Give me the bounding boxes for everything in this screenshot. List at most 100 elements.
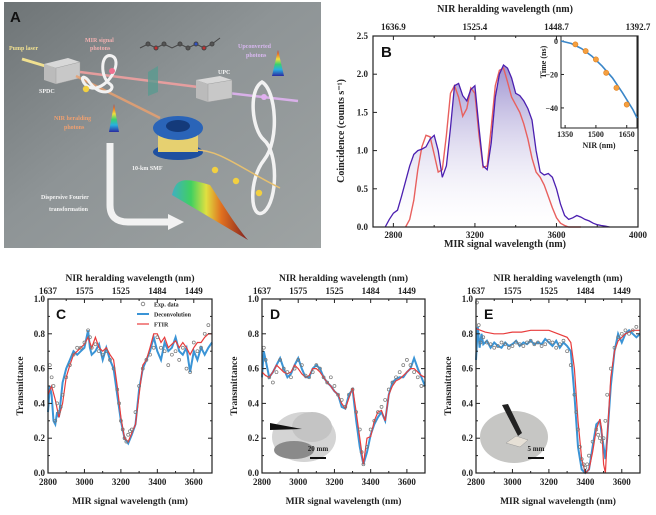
exp-data-point — [57, 410, 61, 414]
exp-data-point — [144, 358, 149, 362]
x-tick-label: 4000 — [629, 230, 648, 240]
exp-data-point — [93, 342, 98, 347]
top-x-tick-label: 1525.4 — [463, 22, 488, 32]
exp-data-point — [616, 335, 620, 340]
label-upc: UPC — [218, 70, 230, 76]
y-tick-label: 0.4 — [462, 398, 474, 408]
panel-b-frame — [372, 35, 639, 228]
exp-data-point — [401, 363, 406, 367]
exp-data-point — [78, 345, 83, 350]
exp-data-point — [328, 375, 333, 380]
exp-data-point — [550, 340, 555, 345]
x-tick-label: 3000 — [289, 477, 308, 487]
exp-data-point — [339, 398, 344, 402]
exp-data-point — [581, 462, 586, 467]
exp-data-point — [601, 436, 606, 441]
exp-data-point — [82, 340, 87, 345]
exp-data-point — [202, 331, 207, 336]
panel-c-chart: 2800 3000 3200 3400 3600 1637 1575 1525 1484 1449… — [16, 273, 213, 507]
exp-data-point — [108, 358, 112, 362]
x-tick-label: 3400 — [148, 477, 167, 487]
x-tick-label: 2800 — [384, 230, 403, 240]
legend-label-ftir: FTIR — [154, 323, 169, 329]
exp-data-point — [517, 342, 522, 347]
top-x-tick-label: 1575 — [75, 286, 94, 296]
exp-data-point — [383, 398, 388, 402]
top-x-tick-label: 1448.7 — [544, 22, 569, 32]
sample-photo-inset: 20 mm — [270, 412, 336, 462]
exp-data-point — [547, 338, 551, 343]
dft-arrowhead — [168, 214, 184, 230]
signal-photon-dot — [109, 68, 115, 74]
legend-label-deconvolution: Deconvolution — [154, 313, 192, 319]
scale-bar-label: 5 mm — [528, 445, 545, 453]
exp-data-point — [412, 370, 416, 374]
exp-data-point — [285, 370, 290, 374]
panel-b-x-axis-label: MIR signal wavelength (nm) — [444, 239, 566, 250]
label-nir-heralding-2: photons — [64, 125, 85, 131]
label-mir-signal-1: MIR signal — [85, 38, 114, 44]
exp-data-point — [521, 344, 526, 348]
legend-marker-exp — [140, 301, 146, 307]
x-tick-label: 3200 — [325, 477, 344, 487]
fiber-spool-icon — [153, 116, 203, 160]
exp-data-point — [75, 345, 80, 350]
exp-data-point — [372, 418, 377, 423]
fiber-tail — [195, 149, 281, 189]
exp-data-point — [303, 373, 308, 378]
exp-data-point — [536, 340, 540, 345]
exp-data-point — [188, 370, 192, 374]
exp-data-point — [608, 366, 613, 371]
exp-data-point — [122, 436, 127, 441]
exp-data-point — [281, 366, 286, 371]
exp-data-point — [68, 363, 72, 367]
dispersed-spectrum-icon — [172, 180, 248, 240]
x-tick-label: 3600 — [613, 477, 632, 487]
exp-data-point — [177, 358, 182, 362]
x-axis-label: MIR signal wavelength (nm) — [72, 496, 188, 507]
inset-frame — [560, 35, 638, 129]
entanglement-loop-small — [80, 54, 118, 94]
exp-data-point — [594, 427, 599, 432]
panel-b-chart: 2800 3200 3600 4000 1636.9 1525.4 1448.7 1392.7… — [336, 4, 651, 250]
y-tick-label: 2.5 — [357, 31, 369, 41]
top-x-tick-label: 1449 — [185, 286, 204, 296]
exp-data-point — [151, 345, 156, 350]
y-tick-label: 1.0 — [34, 294, 46, 304]
exp-data-point — [359, 450, 364, 454]
y-tick-label: 0.5 — [357, 184, 369, 194]
exp-data-point — [368, 427, 373, 432]
exp-data-point — [408, 363, 413, 367]
label-upconverted-1: Upconverted — [238, 44, 272, 50]
top-x-tick-label: 1525 — [325, 286, 344, 296]
y-tick-label: 0.0 — [462, 468, 474, 478]
exp-data-point — [347, 392, 351, 397]
exp-data-point — [88, 335, 92, 340]
x-tick-label: 2800 — [39, 477, 58, 487]
y-tick-label: 0.2 — [34, 433, 46, 443]
exp-data-point — [180, 345, 185, 350]
panel-b-letter: B — [381, 44, 392, 61]
top-x-tick-label: 1484 — [576, 286, 595, 296]
spdc-crystal — [44, 58, 81, 85]
exp-data-point — [53, 418, 58, 423]
exp-data-point — [60, 392, 65, 397]
exp-data-point — [137, 384, 141, 388]
exp-data-point — [133, 410, 138, 414]
exp-data-point — [627, 331, 631, 336]
y-axis-label: Transmittance — [230, 357, 240, 416]
exp-data-point — [603, 418, 608, 423]
exp-data-point — [496, 344, 500, 348]
exp-data-point — [525, 340, 529, 345]
x-tick-label: 3000 — [503, 477, 522, 487]
y-tick-label: 2.0 — [357, 69, 369, 79]
exp-data-point — [271, 380, 275, 385]
exp-data-point — [488, 342, 493, 347]
ftir-line — [475, 328, 640, 475]
inset-data-point — [593, 56, 599, 63]
fit-line — [404, 67, 581, 228]
label-dft-1: Dispersive Fourier — [41, 195, 89, 201]
top-x-tick-label: 1637 — [39, 286, 58, 296]
exp-data-point — [590, 439, 595, 444]
